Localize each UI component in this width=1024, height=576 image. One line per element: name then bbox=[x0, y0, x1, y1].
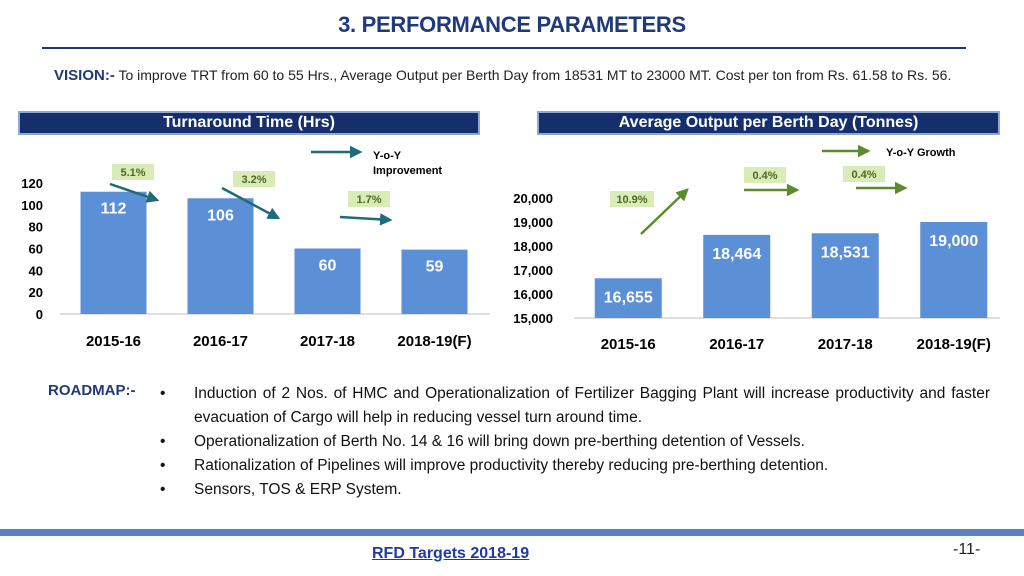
trt-x-label: 2016-17 bbox=[193, 333, 248, 350]
trt-data-label: 60 bbox=[319, 258, 337, 275]
roadmap-item: Operationalization of Berth No. 14 & 16 … bbox=[160, 430, 990, 454]
trt-yoy-label: 5.1% bbox=[120, 167, 145, 179]
vision-text: To improve TRT from 60 to 55 Hrs., Avera… bbox=[114, 67, 952, 83]
trt-yoy-box bbox=[233, 171, 275, 187]
trt-x-label: 2017-18 bbox=[300, 333, 355, 350]
trt-yoy-arrow bbox=[339, 213, 393, 226]
output-data-label: 18,531 bbox=[821, 244, 870, 261]
roadmap-item: Sensors, TOS & ERP System. bbox=[160, 478, 990, 502]
output-x-label: 2018-19(F) bbox=[917, 336, 991, 353]
output-bar-chart: 15,000 16,000 17,000 18,000 19,000 20,00… bbox=[513, 144, 1000, 353]
vision-statement: VISION:- To improve TRT from 60 to 55 Hr… bbox=[54, 64, 999, 87]
output-y-axis: 15,000 16,000 17,000 18,000 19,000 20,00… bbox=[513, 191, 553, 326]
trt-x-label: 2018-19(F) bbox=[397, 333, 471, 350]
trt-yoy-arrow bbox=[109, 182, 160, 203]
trt-ytick: 120 bbox=[21, 176, 43, 191]
output-yoy-box bbox=[610, 191, 654, 207]
output-x-label: 2017-18 bbox=[818, 336, 873, 353]
output-yoy-label: 10.9% bbox=[616, 194, 647, 206]
output-ytick: 18,000 bbox=[513, 239, 553, 254]
trt-yoy-label: 3.2% bbox=[241, 174, 266, 186]
output-data-label: 16,655 bbox=[604, 289, 653, 306]
output-ytick: 19,000 bbox=[513, 215, 553, 230]
trt-x-label: 2015-16 bbox=[86, 333, 141, 350]
output-yoy-box bbox=[843, 166, 885, 182]
output-yoy-box bbox=[744, 167, 786, 183]
roadmap-label: ROADMAP:- bbox=[48, 382, 136, 399]
roadmap-item: Rationalization of Pipelines will improv… bbox=[160, 454, 990, 478]
output-ytick: 17,000 bbox=[513, 263, 553, 278]
trt-ytick: 80 bbox=[29, 220, 43, 235]
output-legend-label: Y-o-Y Growth bbox=[886, 147, 956, 159]
output-bar-2017-18 bbox=[811, 233, 879, 318]
output-data-label: 18,464 bbox=[712, 246, 761, 263]
output-bar-2016-17 bbox=[703, 234, 771, 318]
output-bar-2018-19 bbox=[920, 222, 988, 318]
page-number: -11- bbox=[953, 541, 981, 558]
output-yoy-arrow bbox=[640, 188, 689, 235]
rfd-targets-link[interactable]: RFD Targets 2018-19 bbox=[372, 545, 530, 562]
trt-legend-line: Improvement bbox=[373, 165, 442, 177]
trt-bar-2015-16 bbox=[80, 191, 147, 314]
footer-bar bbox=[0, 529, 1024, 536]
output-data-label: 19,000 bbox=[929, 233, 978, 250]
trt-chart-title: Turnaround Time (Hrs) bbox=[18, 111, 480, 135]
output-yoy-label: 0.4% bbox=[851, 169, 876, 181]
trt-ytick: 20 bbox=[29, 285, 43, 300]
trt-bar-chart: 0 20 40 60 80 100 120 112 106 60 59 2015… bbox=[21, 145, 490, 350]
title-divider bbox=[42, 47, 966, 49]
trt-data-label: 59 bbox=[426, 259, 444, 276]
trt-yoy-arrow bbox=[221, 186, 281, 220]
roadmap-item: Induction of 2 Nos. of HMC and Operation… bbox=[160, 382, 990, 430]
trt-yoy-label: 1.7% bbox=[356, 194, 381, 206]
trt-yoy-box bbox=[112, 164, 154, 180]
trt-ytick: 0 bbox=[36, 307, 43, 322]
trt-bar-2017-18 bbox=[294, 248, 361, 314]
roadmap-list: Induction of 2 Nos. of HMC and Operation… bbox=[160, 382, 990, 502]
trt-y-axis: 0 20 40 60 80 100 120 bbox=[21, 176, 43, 322]
trt-data-label: 106 bbox=[207, 207, 234, 224]
output-ytick: 16,000 bbox=[513, 287, 553, 302]
charts-canvas: 0 20 40 60 80 100 120 112 106 60 59 2015… bbox=[21, 144, 1000, 353]
output-chart-title: Average Output per Berth Day (Tonnes) bbox=[537, 111, 1000, 135]
trt-data-label: 112 bbox=[101, 201, 127, 218]
trt-bar-2016-17 bbox=[187, 198, 254, 314]
output-ytick: 15,000 bbox=[513, 311, 553, 326]
trt-yoy-box bbox=[348, 191, 390, 207]
trt-legend-line: Y-o-Y bbox=[373, 150, 402, 162]
vision-label: VISION:- bbox=[54, 67, 115, 84]
trt-ytick: 60 bbox=[29, 242, 43, 257]
trt-ytick: 100 bbox=[21, 198, 43, 213]
page-title: 3. PERFORMANCE PARAMETERS bbox=[338, 12, 686, 37]
trt-legend-label: Y-o-Y Improvement bbox=[373, 150, 442, 177]
output-ytick: 20,000 bbox=[513, 191, 553, 206]
trt-bar-2018-19 bbox=[401, 249, 468, 314]
output-x-label: 2015-16 bbox=[601, 336, 656, 353]
output-x-label: 2016-17 bbox=[709, 336, 764, 353]
output-yoy-label: 0.4% bbox=[752, 170, 777, 182]
output-bar-2015-16 bbox=[594, 278, 662, 318]
trt-ytick: 40 bbox=[29, 263, 43, 278]
